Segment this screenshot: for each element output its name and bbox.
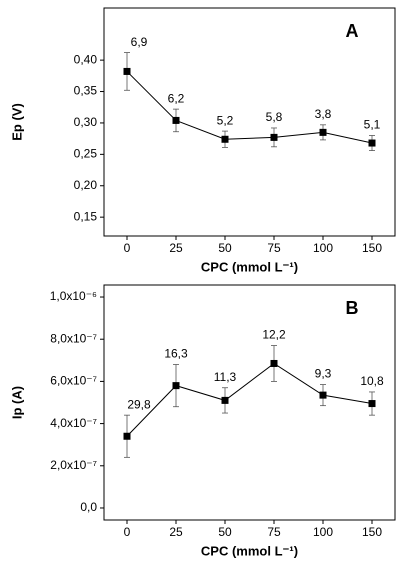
annotation: 3,8 [315,107,332,121]
x-tick-label: 100 [313,241,333,255]
annotation: 6,2 [168,91,185,105]
y-axis-title: Ip (A) [9,386,24,419]
x-tick-label: 100 [313,525,333,539]
marker [319,391,327,399]
y-axis-title: Ep (V) [9,103,24,141]
y-tick-label: 0,0 [80,500,97,514]
y-tick-label: 8,0x10⁻⁷ [50,331,97,345]
y-tick-label: 0,15 [74,209,98,223]
marker [123,67,131,75]
marker [368,400,376,408]
panel-label: B [346,298,359,318]
marker [319,128,327,136]
marker [270,359,278,367]
x-tick-label: 0 [124,525,131,539]
y-tick-label: 0,30 [74,115,98,129]
x-tick-label: 0 [124,241,131,255]
annotation: 5,8 [266,110,283,124]
y-tick-label: 0,20 [74,178,98,192]
annotation: 29,8 [127,397,151,411]
annotation: 9,3 [315,367,332,381]
x-axis-title: CPC (mmol L⁻¹) [201,259,298,274]
annotation: 6,9 [131,35,148,49]
x-tick-label: 25 [169,525,183,539]
y-tick-label: 6,0x10⁻⁷ [50,374,97,388]
y-tick-label: 1,0x10⁻⁶ [50,289,97,303]
marker [123,432,131,440]
x-tick-label: 50 [218,241,232,255]
y-tick-label: 0,25 [74,147,98,161]
y-tick-label: 0,35 [74,84,98,98]
panel-label: A [346,21,359,41]
marker [270,133,278,141]
marker [172,382,180,390]
x-tick-label: 50 [218,525,232,539]
y-tick-label: 2,0x10⁻⁷ [50,458,97,472]
plot-frame [103,284,396,521]
x-tick-label: 75 [267,525,281,539]
x-tick-label: 150 [362,241,382,255]
marker [221,135,229,143]
x-tick-label: 75 [267,241,281,255]
annotation: 16,3 [164,347,188,361]
annotation: 5,2 [217,113,234,127]
x-axis-title: CPC (mmol L⁻¹) [201,543,298,558]
annotation: 12,2 [262,328,286,342]
marker [368,139,376,147]
marker [172,116,180,124]
data-line [126,71,373,144]
marker [221,396,229,404]
plot-frame [103,7,396,237]
y-tick-label: 4,0x10⁻⁷ [50,416,97,430]
x-tick-label: 150 [362,525,382,539]
data-line [126,362,373,437]
annotation: 11,3 [214,370,237,384]
y-tick-label: 0,40 [74,52,98,66]
x-tick-label: 25 [169,241,183,255]
annotation: 10,8 [360,374,384,388]
annotation: 5,1 [364,118,381,132]
